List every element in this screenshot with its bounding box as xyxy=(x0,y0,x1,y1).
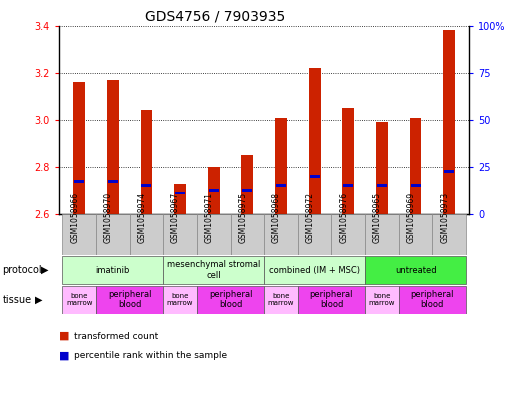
Bar xyxy=(63,285,96,314)
Text: bone
marrow: bone marrow xyxy=(369,293,395,306)
Text: ▶: ▶ xyxy=(35,295,43,305)
Text: imatinib: imatinib xyxy=(95,266,130,275)
Text: ■: ■ xyxy=(59,351,69,361)
Bar xyxy=(175,191,185,195)
Text: GSM1058968: GSM1058968 xyxy=(272,192,281,243)
Bar xyxy=(331,214,365,255)
Text: GSM1058970: GSM1058970 xyxy=(104,192,113,243)
Bar xyxy=(174,184,186,214)
Text: GSM1058976: GSM1058976 xyxy=(339,192,348,243)
Text: GSM1058973: GSM1058973 xyxy=(440,192,449,243)
Text: combined (IM + MSC): combined (IM + MSC) xyxy=(269,266,360,275)
Bar xyxy=(230,214,264,255)
Bar xyxy=(365,214,399,255)
Text: percentile rank within the sample: percentile rank within the sample xyxy=(74,351,227,360)
Bar xyxy=(208,167,220,214)
Text: GSM1058971: GSM1058971 xyxy=(205,192,214,243)
Text: tissue: tissue xyxy=(3,295,32,305)
Text: peripheral
blood: peripheral blood xyxy=(209,290,252,309)
Text: protocol: protocol xyxy=(3,265,42,275)
Bar xyxy=(96,214,130,255)
Bar xyxy=(365,285,399,314)
Bar xyxy=(343,184,353,187)
Text: GDS4756 / 7903935: GDS4756 / 7903935 xyxy=(145,10,286,24)
Bar xyxy=(399,285,466,314)
Bar xyxy=(376,122,388,214)
Bar xyxy=(377,184,387,187)
Bar xyxy=(310,175,320,178)
Text: GSM1058966: GSM1058966 xyxy=(70,192,79,243)
Bar xyxy=(443,30,455,214)
Bar xyxy=(298,285,365,314)
Bar xyxy=(142,184,151,187)
Text: bone
marrow: bone marrow xyxy=(167,293,193,306)
Text: ▶: ▶ xyxy=(41,265,49,275)
Bar xyxy=(242,155,253,214)
Bar xyxy=(197,214,230,255)
Bar xyxy=(399,214,432,255)
Bar xyxy=(163,214,197,255)
Bar xyxy=(108,180,118,183)
Bar xyxy=(444,170,454,173)
Text: GSM1058969: GSM1058969 xyxy=(407,192,416,243)
Bar xyxy=(410,184,421,187)
Bar xyxy=(242,189,252,192)
Bar xyxy=(410,118,422,214)
Text: GSM1058975: GSM1058975 xyxy=(239,192,247,243)
Bar xyxy=(264,256,365,285)
Bar xyxy=(365,256,466,285)
Bar xyxy=(73,82,85,214)
Text: untreated: untreated xyxy=(395,266,437,275)
Text: GSM1058965: GSM1058965 xyxy=(373,192,382,243)
Text: mesenchymal stromal
cell: mesenchymal stromal cell xyxy=(167,261,261,280)
Text: GSM1058967: GSM1058967 xyxy=(171,192,180,243)
Text: peripheral
blood: peripheral blood xyxy=(310,290,353,309)
Bar xyxy=(130,214,163,255)
Text: bone
marrow: bone marrow xyxy=(268,293,294,306)
Bar xyxy=(74,180,84,183)
Bar xyxy=(276,184,286,187)
Bar xyxy=(163,256,264,285)
Text: GSM1058972: GSM1058972 xyxy=(306,192,314,243)
Bar xyxy=(141,110,152,214)
Bar xyxy=(342,108,354,214)
Text: peripheral
blood: peripheral blood xyxy=(108,290,151,309)
Bar xyxy=(264,285,298,314)
Text: ■: ■ xyxy=(59,331,69,341)
Bar xyxy=(63,214,96,255)
Bar xyxy=(309,68,321,214)
Bar xyxy=(209,189,219,192)
Bar xyxy=(107,80,119,214)
Text: GSM1058974: GSM1058974 xyxy=(137,192,146,243)
Text: transformed count: transformed count xyxy=(74,332,159,340)
Bar xyxy=(163,285,197,314)
Bar xyxy=(96,285,163,314)
Bar xyxy=(63,256,163,285)
Bar xyxy=(264,214,298,255)
Bar xyxy=(197,285,264,314)
Text: peripheral
blood: peripheral blood xyxy=(410,290,454,309)
Bar xyxy=(432,214,466,255)
Bar xyxy=(275,118,287,214)
Bar xyxy=(298,214,331,255)
Text: bone
marrow: bone marrow xyxy=(66,293,92,306)
